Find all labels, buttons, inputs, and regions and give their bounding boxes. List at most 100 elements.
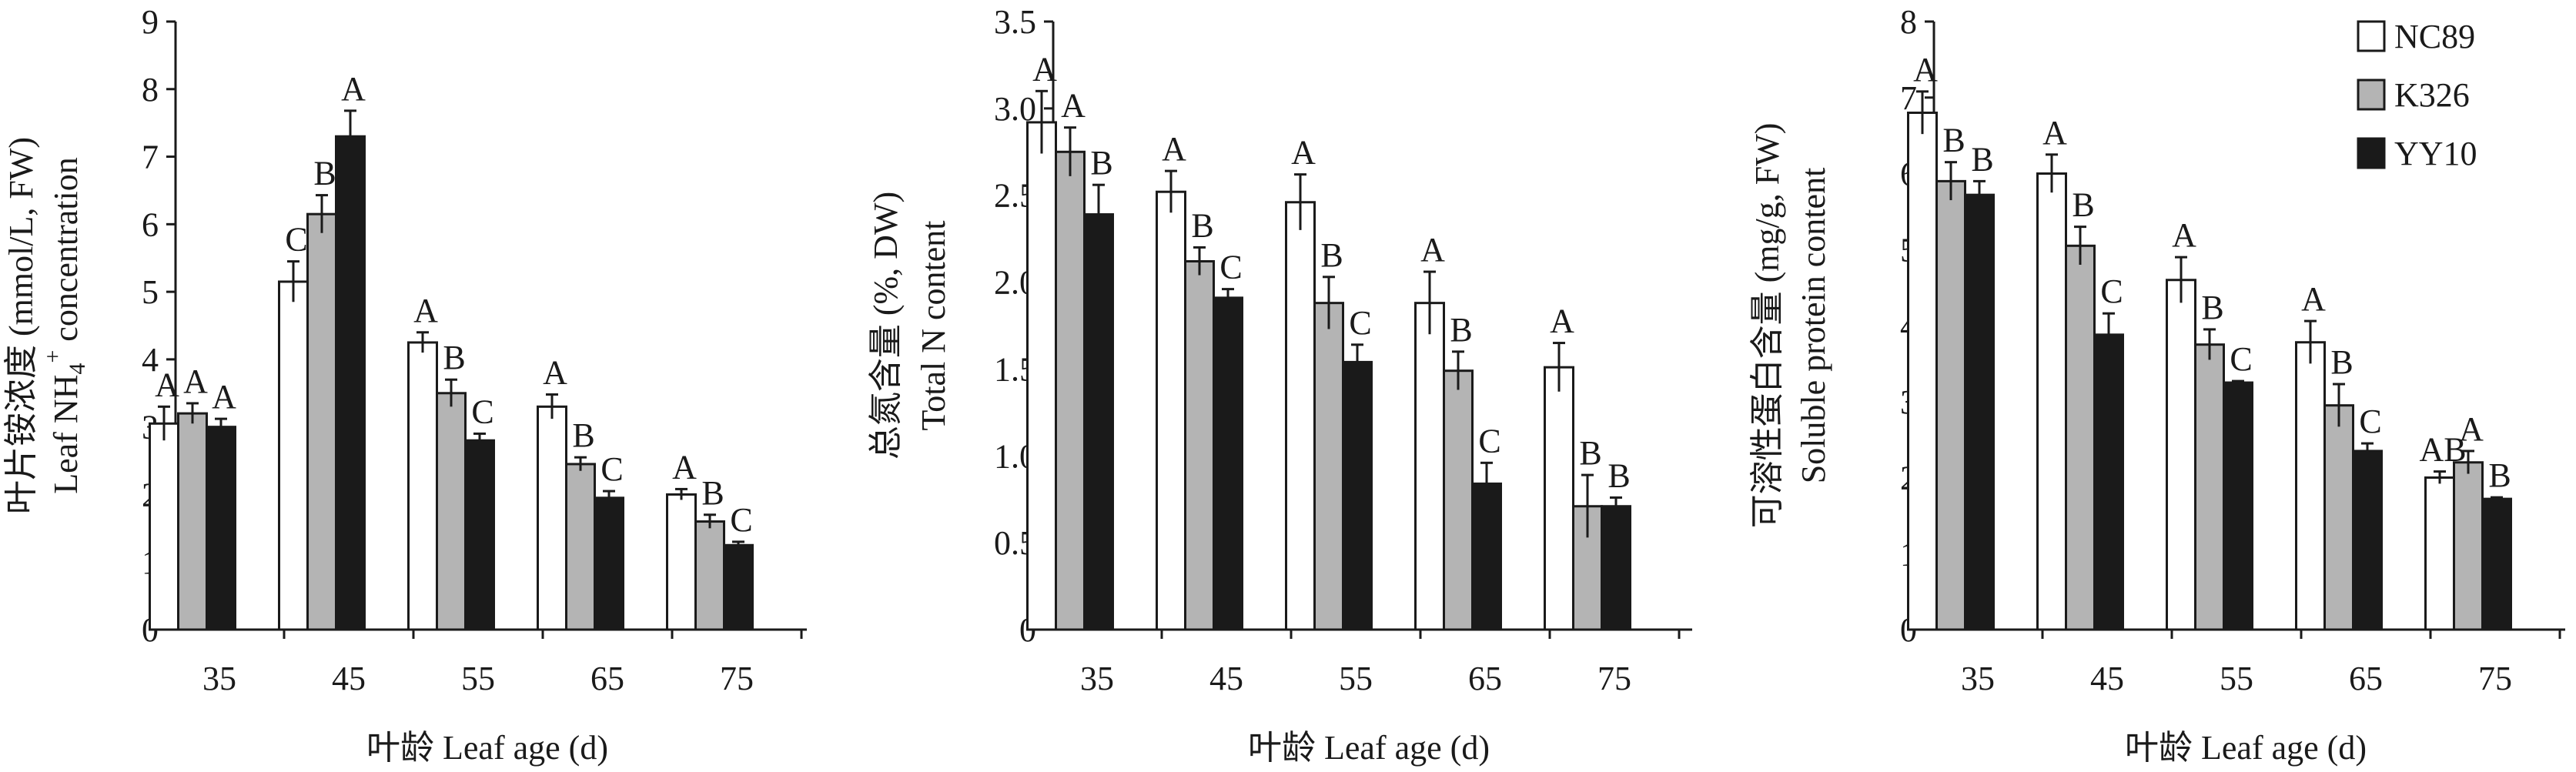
significance-letter: A <box>1550 302 1574 340</box>
bar-nc89-35 <box>1907 112 1938 631</box>
significance-letter: B <box>1450 311 1472 349</box>
x-tick-label: 75 <box>2478 660 2512 697</box>
bar-nc89-45 <box>2036 172 2067 631</box>
significance-letter: C <box>601 450 623 488</box>
bar-yy10-65 <box>1471 482 1502 631</box>
bar-yy10-75 <box>723 543 754 631</box>
significance-letter: A <box>543 354 567 392</box>
y-axis-title-cn: 可溶性蛋白含量 (mg/g, FW) <box>1748 123 1786 529</box>
bar-nc89-75 <box>666 493 697 631</box>
chart-panel-3: 0123456783545556575ABBABCABCABCABAB叶龄 Le… <box>1748 3 2565 767</box>
y-axis-title-en-prefix: Leaf NH <box>47 375 85 494</box>
y-tick-label: 3.5 <box>994 3 1036 41</box>
x-tick-label: 55 <box>2220 660 2253 697</box>
y-axis-title-en-subscript: 4 <box>65 363 90 375</box>
significance-letter: B <box>1971 140 1993 178</box>
significance-letter: A <box>1162 130 1186 168</box>
significance-letter: B <box>313 155 336 192</box>
bar-yy10-45 <box>1213 296 1243 631</box>
bar-nc89-45 <box>1156 190 1186 631</box>
x-tick-label: 45 <box>332 660 366 697</box>
significance-letter: B <box>1191 206 1213 244</box>
significance-letter: B <box>2488 456 2511 494</box>
y-tick-label: 6 <box>142 206 159 243</box>
significance-letter: B <box>1320 236 1343 274</box>
bar-nc89-65 <box>2295 341 2326 631</box>
significance-letter: C <box>1349 304 1371 342</box>
bar-yy10-75 <box>1601 505 1631 631</box>
bar-k326-75 <box>2453 461 2484 631</box>
significance-letter: A <box>341 70 366 108</box>
significance-letter: C <box>2359 403 2381 440</box>
significance-letter: B <box>701 474 724 512</box>
y-tick-label: 9 <box>142 3 159 41</box>
x-axis-title: 叶龄 Leaf age (d) <box>1248 729 1490 767</box>
significance-letter: A <box>1032 50 1057 88</box>
bar-yy10-75 <box>2481 497 2512 631</box>
significance-letter: A <box>183 363 208 400</box>
legend: NC89 K326 YY10 <box>2357 18 2477 172</box>
x-tick-label: 65 <box>2349 660 2383 697</box>
legend-swatch-k326 <box>2357 79 2386 111</box>
bar-yy10-45 <box>2093 333 2124 631</box>
x-tick-label: 45 <box>1209 660 1243 697</box>
x-tick-label: 75 <box>720 660 754 697</box>
bar-k326-35 <box>1935 179 1966 631</box>
significance-letter: C <box>1219 249 1242 286</box>
chart-panel-1: 01234567893545556575AAACBAABCABCABC叶龄 Le… <box>2 3 807 767</box>
bar-yy10-55 <box>1342 360 1373 631</box>
significance-letter: A <box>1913 51 1938 89</box>
significance-letter: B <box>1942 122 1965 159</box>
y-axis-title-en: Soluble protein content <box>1795 168 1832 484</box>
bar-yy10-55 <box>464 439 495 631</box>
significance-letter: B <box>2072 186 2094 224</box>
x-tick-label: 65 <box>1468 660 1502 697</box>
bar-nc89-65 <box>537 405 567 631</box>
chart-panel-2: 00.51.01.52.02.53.03.53545556575AABABCAB… <box>867 3 1692 767</box>
legend-label-yy10: YY10 <box>2394 135 2477 172</box>
significance-letter: B <box>443 339 465 376</box>
bar-k326-55 <box>436 392 467 631</box>
bar-k326-45 <box>306 212 337 631</box>
significance-letter: C <box>2100 272 2123 310</box>
y-axis-title-cn: 叶片铵浓度 (mmol/L, FW) <box>2 137 40 514</box>
y-tick-label: 5 <box>142 273 159 311</box>
bar-nc89-75 <box>2424 476 2455 631</box>
x-tick-label: 55 <box>1339 660 1373 697</box>
x-tick-label: 35 <box>1961 660 1995 697</box>
bar-k326-55 <box>1313 302 1344 631</box>
x-tick-label: 35 <box>1080 660 1114 697</box>
bar-nc89-55 <box>1285 201 1316 631</box>
significance-letter: A <box>1061 87 1086 125</box>
legend-swatch-yy10 <box>2357 137 2386 169</box>
y-tick-label: 8 <box>142 71 159 109</box>
x-axis-title: 叶龄 Leaf age (d) <box>366 729 608 767</box>
significance-letter: A <box>155 366 179 403</box>
significance-letter: B <box>2201 289 2223 326</box>
bar-nc89-35 <box>1026 121 1057 631</box>
y-axis-title-en-suffix: concentration <box>47 157 85 349</box>
significance-letter: A <box>2301 280 2326 318</box>
y-tick-label: 7 <box>142 139 159 176</box>
y-axis-title-en: Leaf NH4+ concentration <box>40 157 90 494</box>
significance-letter: C <box>1478 422 1500 460</box>
significance-letter: A <box>212 378 236 416</box>
y-tick-label: 4 <box>142 341 159 379</box>
bar-k326-45 <box>2065 244 2096 631</box>
y-axis-title-en-superscript: + <box>40 350 65 363</box>
significance-letter: B <box>572 416 594 454</box>
significance-letter: A <box>672 448 697 486</box>
bar-yy10-65 <box>594 496 624 631</box>
y-axis-title-en: Total N content <box>915 220 952 430</box>
significance-letter: C <box>730 501 752 539</box>
significance-letter: A <box>2459 410 2484 448</box>
legend-swatch-nc89 <box>2357 20 2386 52</box>
bar-yy10-45 <box>335 135 366 631</box>
bar-k326-55 <box>2194 343 2225 631</box>
x-tick-label: 45 <box>2090 660 2124 697</box>
x-axis-title: 叶龄 Leaf age (d) <box>2125 729 2367 767</box>
legend-label-k326: K326 <box>2394 76 2470 114</box>
x-tick-label: 65 <box>590 660 624 697</box>
bar-nc89-45 <box>278 280 309 631</box>
bar-k326-35 <box>1055 150 1086 631</box>
